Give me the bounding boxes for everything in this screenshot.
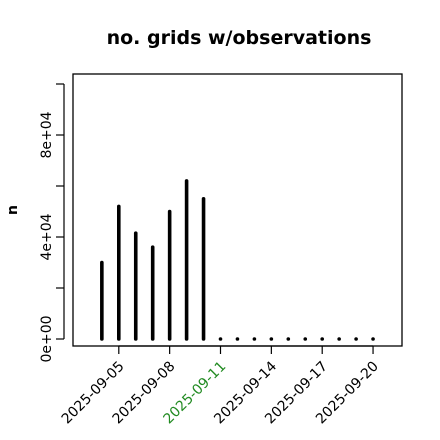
bar bbox=[354, 337, 358, 341]
bar bbox=[320, 337, 325, 341]
bar bbox=[286, 337, 291, 341]
bar bbox=[218, 337, 223, 341]
y-tick-label: 0e+00 bbox=[39, 315, 55, 362]
y-axis: 0e+00 4e+04 8e+04 bbox=[39, 83, 65, 363]
y-tick-label: 8e+04 bbox=[39, 111, 55, 158]
chart-title: no. grids w/observations bbox=[107, 27, 372, 49]
plot-frame bbox=[72, 73, 403, 347]
y-axis-label: n bbox=[5, 205, 21, 215]
bars bbox=[100, 179, 375, 341]
x-axis: 2025-09-052025-09-082025-09-112025-09-14… bbox=[59, 345, 382, 427]
bar bbox=[371, 337, 375, 341]
bar bbox=[252, 337, 257, 341]
bar bbox=[337, 337, 341, 341]
y-tick-label: 4e+04 bbox=[39, 213, 55, 260]
bar bbox=[269, 337, 274, 341]
bar bbox=[235, 337, 240, 341]
bar bbox=[303, 337, 308, 341]
